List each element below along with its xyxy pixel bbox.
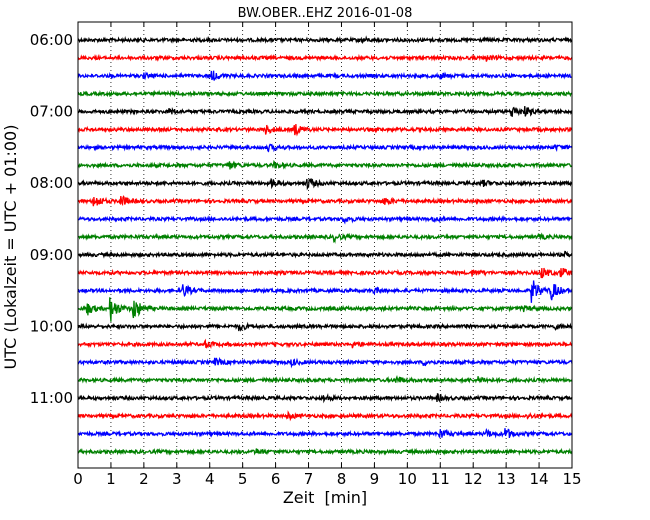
x-tick-label: 2 xyxy=(139,470,149,488)
x-tick-label: 4 xyxy=(205,470,215,488)
trace-1145 xyxy=(77,447,573,456)
x-tick-label: 14 xyxy=(530,470,549,488)
trace-0930 xyxy=(77,280,573,303)
trace-0800 xyxy=(77,178,573,191)
chart-title: BW.OBER..EHZ 2016-01-08 xyxy=(238,6,413,21)
y-tick-label: 07:00 xyxy=(30,103,73,121)
x-tick-label: 8 xyxy=(337,470,347,488)
trace-0600 xyxy=(77,35,573,45)
trace-1130 xyxy=(77,428,573,439)
x-tick-label: 7 xyxy=(304,470,314,488)
trace-1015 xyxy=(77,338,573,350)
x-axis-ticks: 0 1 2 3 4 5 6 7 8 9 10 11 12 13 14 15 xyxy=(73,22,582,488)
x-tick-label: 9 xyxy=(370,470,380,488)
y-tick-label: 06:00 xyxy=(30,31,73,49)
y-tick-label: 10:00 xyxy=(30,317,73,335)
trace-1100 xyxy=(77,393,573,404)
trace-0915 xyxy=(77,267,573,279)
trace-0630 xyxy=(77,70,573,81)
trace-0815 xyxy=(77,195,573,207)
x-axis-label: Zeit [min] xyxy=(283,488,367,507)
y-tick-label: 08:00 xyxy=(30,174,73,192)
trace-0715 xyxy=(77,124,573,137)
y-tick-label: 09:00 xyxy=(30,246,73,264)
x-tick-label: 13 xyxy=(497,470,516,488)
x-tick-label: 6 xyxy=(271,470,281,488)
y-axis-label: UTC (Lokalzeit = UTC + 01:00) xyxy=(1,125,20,370)
x-tick-label: 10 xyxy=(398,470,417,488)
trace-0700 xyxy=(77,106,573,117)
x-tick-label: 0 xyxy=(73,470,83,488)
seismic-traces xyxy=(77,35,573,456)
x-tick-label: 1 xyxy=(106,470,116,488)
trace-0900 xyxy=(77,250,573,259)
trace-1115 xyxy=(77,410,573,422)
plot-frame xyxy=(77,21,573,469)
trace-1030 xyxy=(77,356,573,369)
y-axis-ticks: 06:00 07:00 08:00 09:00 10:00 11:00 xyxy=(30,31,572,407)
trace-0745 xyxy=(77,159,573,170)
x-tick-label: 5 xyxy=(238,470,248,488)
trace-0845 xyxy=(77,232,573,244)
trace-0830 xyxy=(77,215,573,225)
trace-0730 xyxy=(77,143,573,153)
x-tick-label: 15 xyxy=(562,470,581,488)
x-tick-label: 12 xyxy=(464,470,483,488)
trace-0615 xyxy=(77,53,573,62)
trace-0945 xyxy=(77,297,573,322)
trace-1000 xyxy=(77,321,573,332)
trace-0645 xyxy=(77,89,573,98)
x-tick-label: 3 xyxy=(172,470,182,488)
y-tick-label: 11:00 xyxy=(30,389,73,407)
trace-1045 xyxy=(77,375,573,385)
x-tick-label: 11 xyxy=(431,470,450,488)
